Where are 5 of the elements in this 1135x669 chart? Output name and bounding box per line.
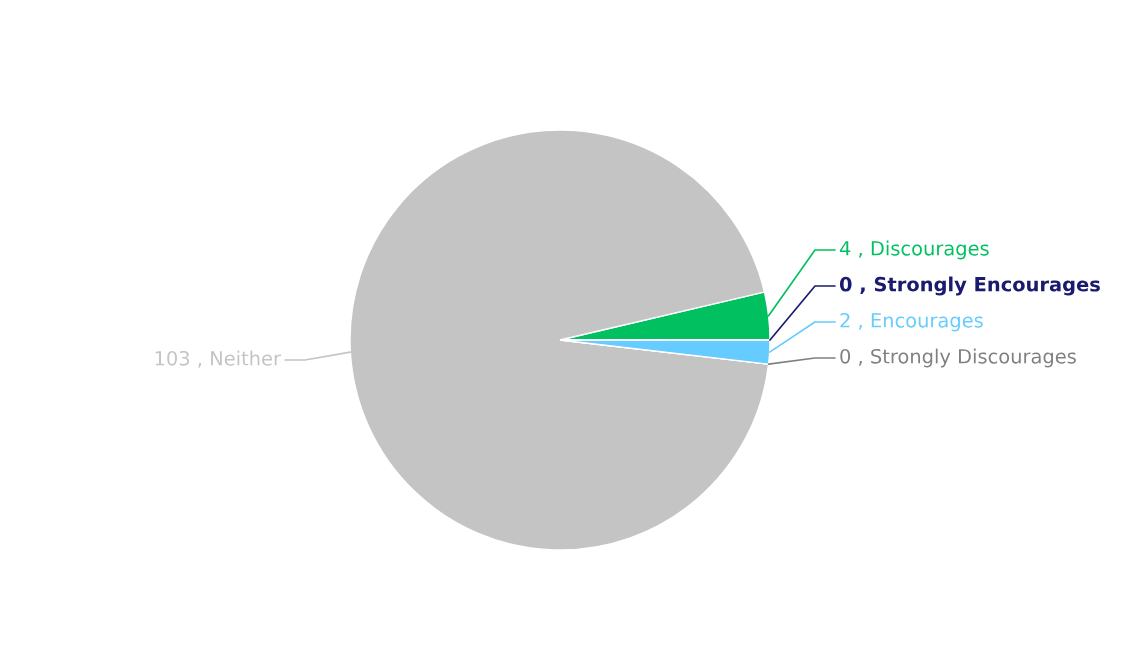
slice-label: 4 , Discourages <box>839 240 989 260</box>
slice-label: 2 , Encourages <box>840 312 983 332</box>
text: 0 , Strongly Encourages <box>839 276 1100 296</box>
legend-label: 0 , Strongly Discourages <box>840 348 1076 368</box>
slice-label: 103 , Neither <box>155 350 281 368</box>
